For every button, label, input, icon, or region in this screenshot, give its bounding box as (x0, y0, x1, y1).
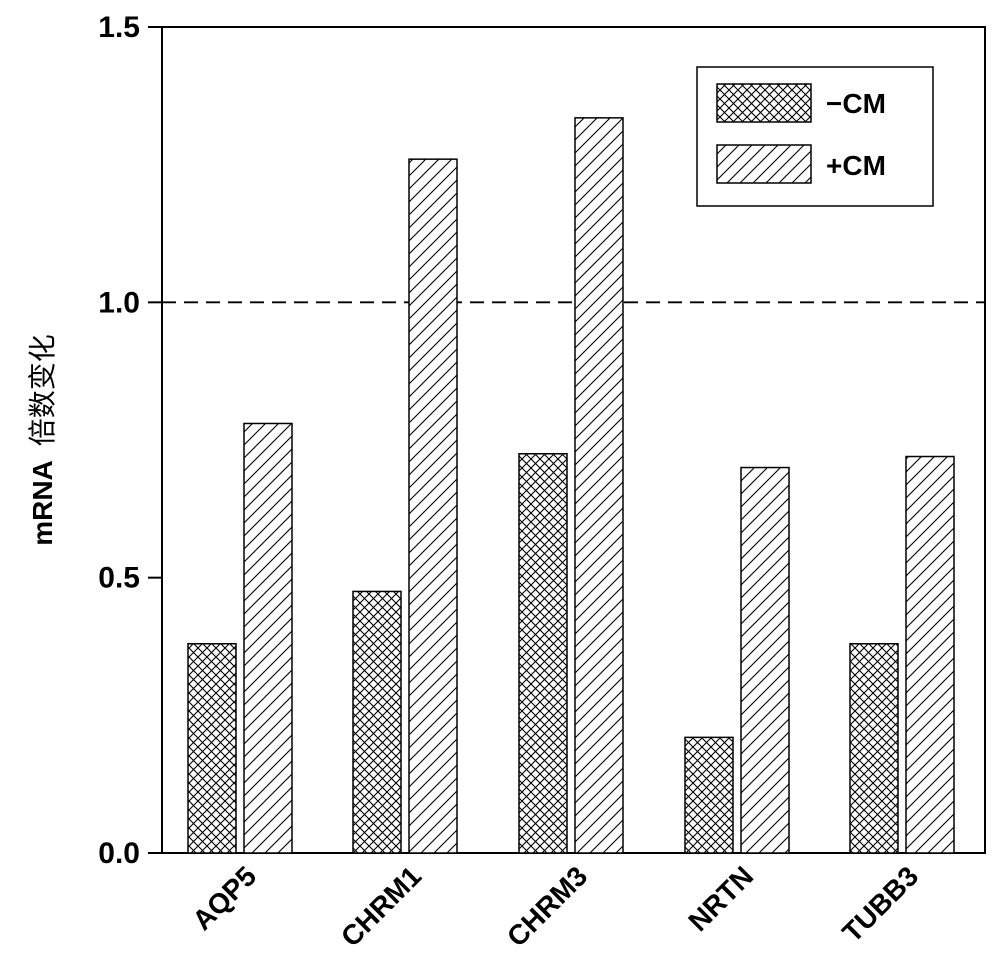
bar-plus-cm-nrtn (740, 466, 790, 854)
bar-plus-cm-aqp5 (243, 422, 293, 854)
bars (187, 117, 955, 854)
bar-minus-cm-chrm1 (352, 590, 402, 854)
y-axis-title: mRNA 倍数变化 (27, 334, 58, 546)
bar-plus-cm-chrm3 (574, 117, 624, 854)
y-tick-label: 0.0 (98, 837, 140, 870)
legend-label-minus-cm: −CM (826, 88, 886, 119)
bar-minus-cm-nrtn (684, 736, 734, 854)
legend-swatch-plus-cm (716, 144, 812, 184)
bar-minus-cm-tubb3 (849, 642, 899, 854)
legend-label-plus-cm: +CM (826, 150, 886, 181)
y-axis-ticks: 0.0 0.5 1.0 1.5 (98, 11, 162, 870)
y-axis-title-fold-change: 倍数变化 (27, 334, 58, 446)
bar-plus-cm-chrm1 (408, 158, 458, 854)
y-axis-title-mrna: mRNA (27, 460, 58, 546)
x-category-label: NRTN (682, 860, 759, 937)
x-category-label: AQP5 (186, 860, 262, 936)
plot-frame (161, 26, 986, 854)
y-tick-label: 1.0 (98, 286, 140, 319)
bar-minus-cm-chrm3 (518, 453, 568, 854)
x-category-label: CHRM3 (501, 860, 593, 952)
legend-swatch-minus-cm (716, 83, 812, 123)
bar-minus-cm-aqp5 (187, 642, 237, 854)
bar-plus-cm-tubb3 (905, 455, 955, 854)
x-axis-labels: AQP5 CHRM1 CHRM3 NRTN TUBB3 (186, 860, 924, 952)
y-tick-label: 0.5 (98, 562, 140, 595)
legend: −CM +CM (696, 66, 934, 207)
x-category-label: TUBB3 (836, 860, 924, 948)
x-category-label: CHRM1 (335, 860, 427, 952)
y-tick-label: 1.5 (98, 11, 140, 44)
